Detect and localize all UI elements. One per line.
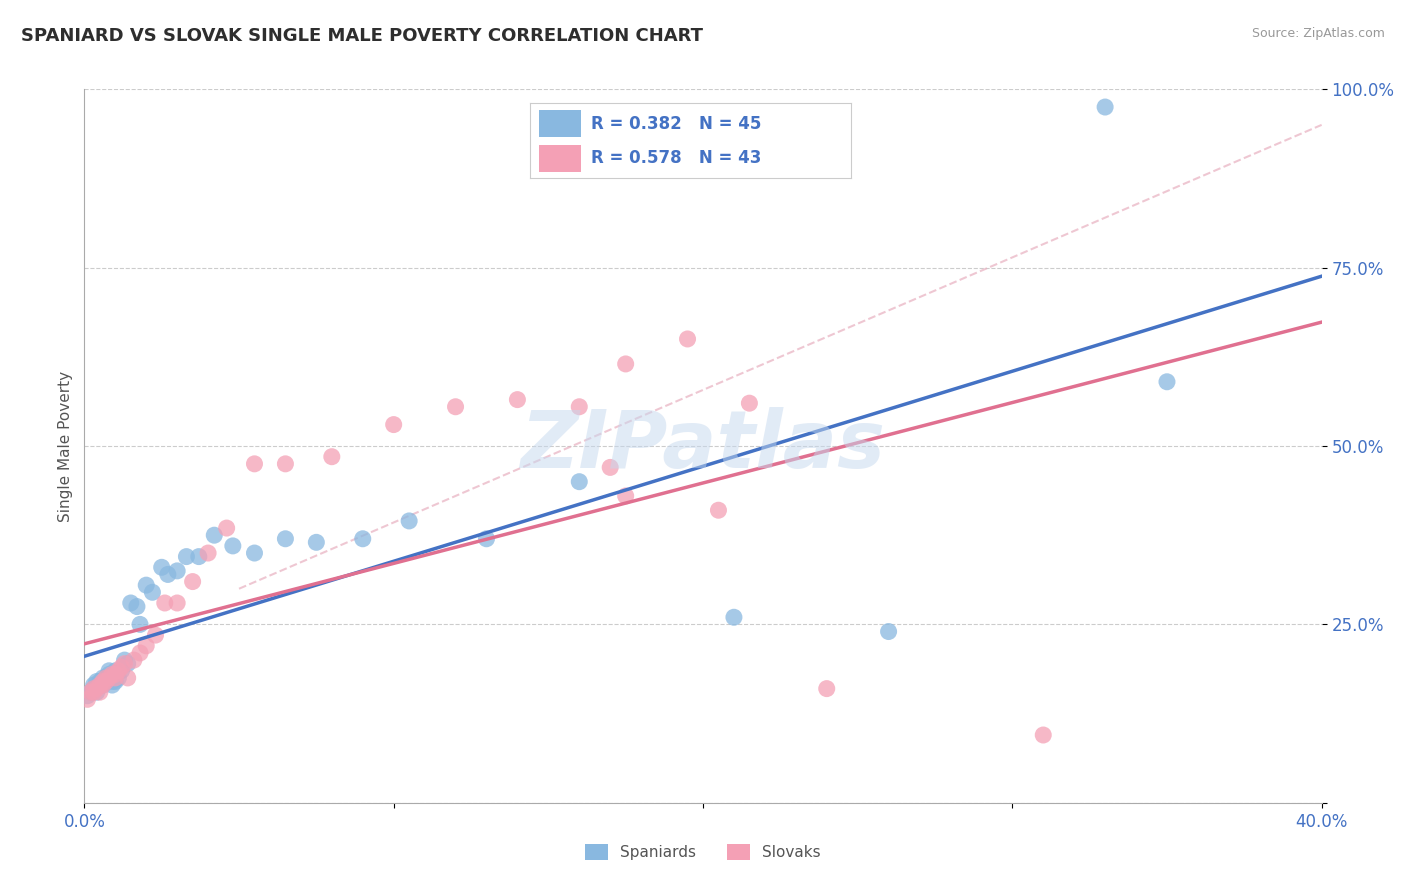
Point <box>614 489 637 503</box>
Point <box>104 667 127 681</box>
Point <box>129 646 152 660</box>
Point <box>382 417 405 432</box>
Point <box>243 546 266 560</box>
Point <box>1156 375 1178 389</box>
Point <box>94 671 117 685</box>
Point <box>274 457 297 471</box>
Y-axis label: Single Male Poverty: Single Male Poverty <box>58 370 73 522</box>
Point <box>166 564 188 578</box>
Point <box>1094 100 1116 114</box>
Point <box>104 671 127 685</box>
Point <box>76 692 98 706</box>
Text: ZIPatlas: ZIPatlas <box>520 407 886 485</box>
Point <box>104 664 127 678</box>
Point <box>89 674 111 689</box>
Point <box>352 532 374 546</box>
Point <box>83 681 105 696</box>
Point <box>599 460 621 475</box>
Point <box>76 689 98 703</box>
Text: Source: ZipAtlas.com: Source: ZipAtlas.com <box>1251 27 1385 40</box>
Point <box>83 678 105 692</box>
Legend: Spaniards, Slovaks: Spaniards, Slovaks <box>579 838 827 866</box>
Point <box>107 671 129 685</box>
Point <box>738 396 761 410</box>
Point <box>723 610 745 624</box>
Text: SPANIARD VS SLOVAK SINGLE MALE POVERTY CORRELATION CHART: SPANIARD VS SLOVAK SINGLE MALE POVERTY C… <box>21 27 703 45</box>
Point <box>98 664 121 678</box>
Point <box>86 681 108 696</box>
Point <box>83 685 105 699</box>
Point <box>135 639 157 653</box>
Point <box>475 532 498 546</box>
Point <box>79 685 101 699</box>
Point <box>707 503 730 517</box>
Point <box>321 450 343 464</box>
Point <box>506 392 529 407</box>
Point <box>568 400 591 414</box>
Point <box>83 681 105 696</box>
Point <box>89 678 111 692</box>
Point <box>94 671 117 685</box>
Point <box>156 567 179 582</box>
Point <box>101 674 124 689</box>
Point <box>444 400 467 414</box>
Point <box>129 617 152 632</box>
Point <box>166 596 188 610</box>
Point <box>197 546 219 560</box>
Point <box>181 574 204 589</box>
Point <box>135 578 157 592</box>
Point <box>274 532 297 546</box>
Point <box>94 671 117 685</box>
Point <box>398 514 420 528</box>
Point <box>176 549 198 564</box>
Point <box>676 332 699 346</box>
Point <box>117 671 139 685</box>
Point <box>86 674 108 689</box>
Point <box>89 685 111 699</box>
Point <box>117 657 139 671</box>
Point <box>101 667 124 681</box>
Point <box>91 674 114 689</box>
Point <box>243 457 266 471</box>
Point <box>145 628 167 642</box>
Point <box>114 653 136 667</box>
Point <box>222 539 245 553</box>
Point <box>79 685 101 699</box>
Point <box>86 685 108 699</box>
Point <box>101 678 124 692</box>
Point <box>202 528 225 542</box>
Point <box>153 596 176 610</box>
Point <box>94 674 117 689</box>
Point <box>110 660 132 674</box>
Point <box>91 678 114 692</box>
Point <box>98 667 121 681</box>
Point <box>305 535 328 549</box>
Point <box>187 549 209 564</box>
Point <box>98 671 121 685</box>
Point <box>89 678 111 692</box>
Point <box>1032 728 1054 742</box>
Point <box>568 475 591 489</box>
Point <box>110 664 132 678</box>
Point <box>150 560 173 574</box>
Point <box>215 521 238 535</box>
Point <box>877 624 900 639</box>
Point <box>104 674 127 689</box>
Point <box>125 599 148 614</box>
Point <box>107 664 129 678</box>
Point <box>91 671 114 685</box>
Point <box>122 653 145 667</box>
Point <box>815 681 838 696</box>
Point <box>114 657 136 671</box>
Point <box>91 678 114 692</box>
Point <box>614 357 637 371</box>
Point <box>141 585 163 599</box>
Point <box>120 596 142 610</box>
